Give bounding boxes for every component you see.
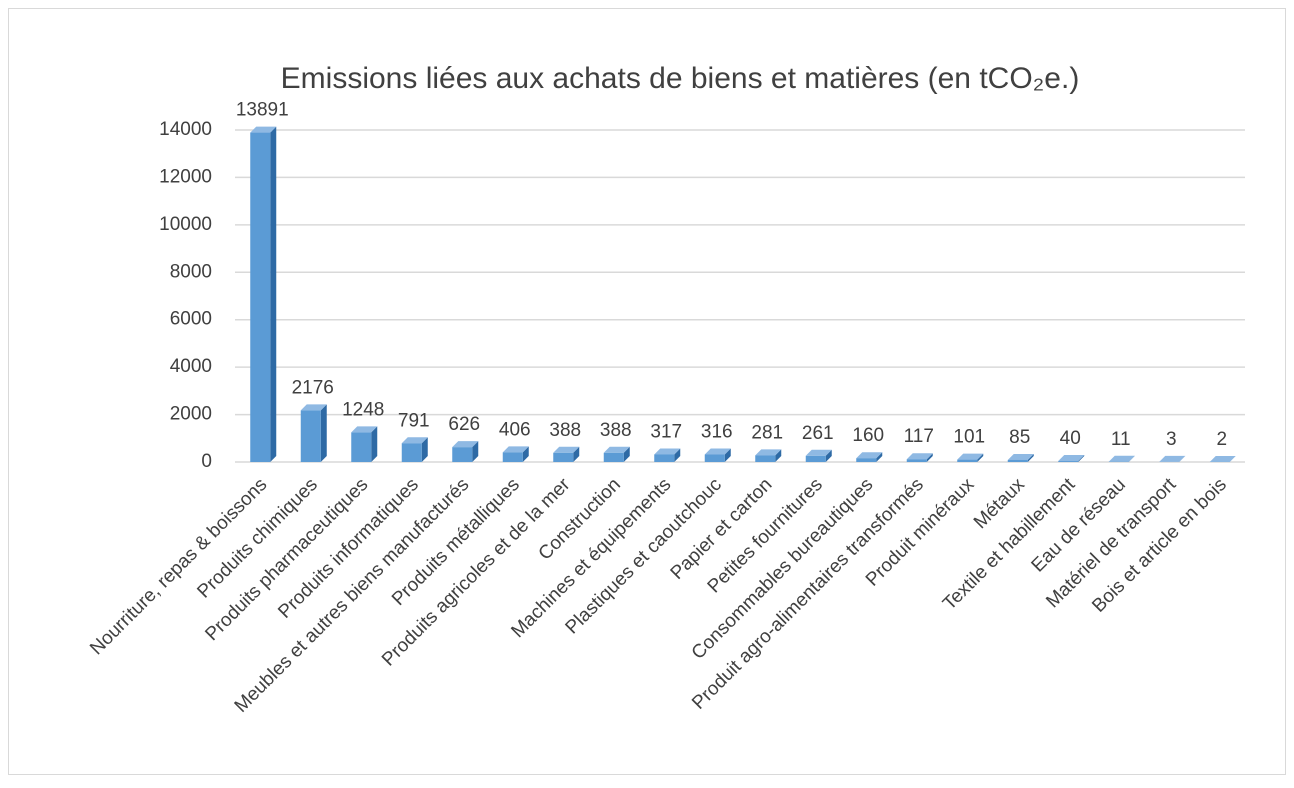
data-label: 160: [852, 425, 884, 446]
bar: [351, 426, 377, 462]
bar-front: [1058, 461, 1078, 462]
data-label: 13891: [236, 100, 289, 121]
bar-front: [351, 432, 371, 462]
data-label: 261: [802, 423, 834, 444]
data-label: 406: [499, 419, 531, 440]
data-label: 316: [701, 422, 733, 443]
bar-front: [907, 459, 927, 462]
y-tick-label: 14000: [159, 119, 212, 140]
bar-front: [957, 460, 977, 462]
data-label: 3: [1166, 429, 1177, 450]
y-tick-label: 6000: [170, 309, 212, 330]
bar: [402, 437, 428, 462]
bar-front: [503, 452, 523, 462]
bar-front: [301, 410, 321, 462]
data-label: 11: [1111, 429, 1131, 450]
bar-front: [806, 456, 826, 462]
data-label: 2: [1216, 429, 1227, 450]
data-label: 1248: [342, 399, 384, 420]
bar-front: [402, 443, 422, 462]
bar-side: [321, 404, 327, 462]
data-label: 101: [953, 427, 985, 448]
data-label: 317: [650, 421, 682, 442]
bar: [301, 404, 327, 462]
bar: [250, 127, 276, 462]
bar: [452, 441, 478, 462]
y-tick-label: 10000: [159, 214, 212, 235]
data-label: 85: [1009, 427, 1030, 448]
data-label: 626: [448, 414, 480, 435]
bar: [553, 447, 579, 462]
bar-front: [250, 133, 270, 462]
bar-front: [654, 454, 674, 462]
chart-title: Emissions liées aux achats de biens et m…: [281, 62, 1080, 95]
bar-front: [755, 455, 775, 462]
bar-front: [856, 458, 876, 462]
bar-side: [371, 426, 377, 462]
data-label: 40: [1060, 428, 1081, 449]
bar-side: [270, 127, 276, 462]
bar: [604, 447, 630, 462]
data-label: 281: [751, 422, 783, 443]
y-tick-label: 8000: [170, 261, 212, 282]
data-label: 388: [549, 420, 581, 441]
bar: [503, 446, 529, 462]
y-tick-label: 2000: [170, 404, 212, 425]
bar-front: [705, 455, 725, 462]
bar-front: [1008, 460, 1028, 462]
y-tick-label: 4000: [170, 356, 212, 377]
bar-front: [452, 447, 472, 462]
bar-front: [553, 453, 573, 462]
data-label: 117: [904, 426, 934, 447]
bar-front: [604, 453, 624, 462]
data-label: 2176: [292, 377, 334, 398]
y-tick-label: 12000: [159, 166, 212, 187]
data-label: 388: [600, 420, 632, 441]
y-tick-label: 0: [201, 451, 212, 472]
data-label: 791: [398, 410, 430, 431]
